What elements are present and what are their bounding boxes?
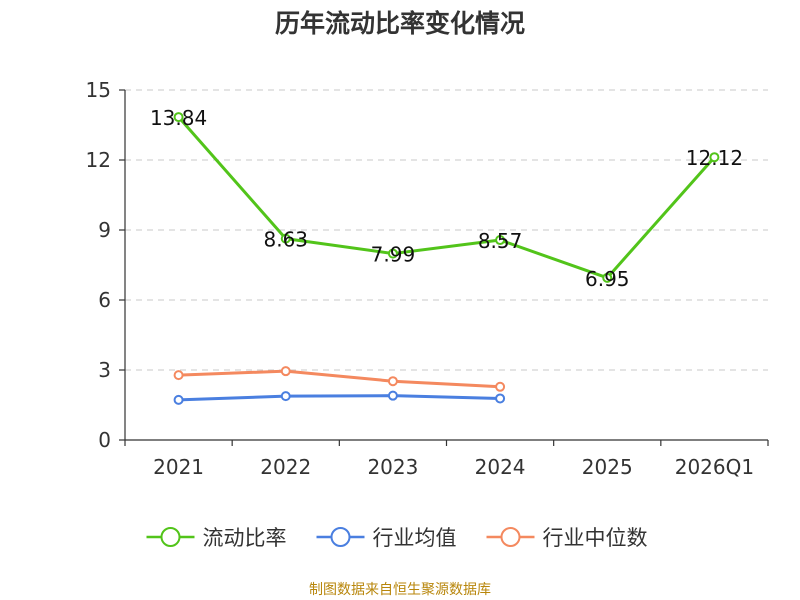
y-tick-label: 0 (98, 428, 111, 452)
legend-label: 行业中位数 (543, 526, 648, 550)
series-line (177, 394, 502, 402)
legend-swatch-marker (160, 527, 181, 547)
data-point (280, 366, 291, 377)
data-point (709, 152, 720, 163)
y-tick-label: 12 (86, 148, 111, 172)
data-label: 13.84 (150, 106, 207, 130)
data-point (173, 370, 184, 381)
data-point (495, 235, 506, 246)
data-point (280, 233, 291, 244)
legend: 流动比率 行业均值 行业中位数 (146, 526, 648, 550)
data-point (495, 381, 506, 392)
x-tick-label: 2023 (367, 455, 418, 479)
data-label: 6.95 (585, 267, 630, 291)
plot-area (173, 112, 720, 405)
data-point (387, 248, 398, 259)
data-label: 12.12 (686, 146, 743, 170)
data-point (173, 112, 184, 123)
legend-item: 流动比率 (146, 526, 287, 550)
x-tick-label: 2026Q1 (675, 455, 754, 479)
legend-item: 行业中位数 (486, 526, 648, 550)
x-tick-label: 2025 (582, 455, 633, 479)
y-tick-label: 9 (98, 218, 111, 242)
grid (125, 89, 768, 371)
legend-label: 行业均值 (373, 526, 457, 550)
y-tick-label: 15 (86, 78, 111, 102)
chart-title: 历年流动比率变化情况 (275, 9, 525, 38)
y-tick-label: 6 (98, 288, 111, 312)
data-label: 8.57 (478, 229, 523, 253)
axes: 0 3 6 9 12 15 2021 2022 2023 2024 2025 2026Q1 (86, 78, 769, 479)
series-line (177, 369, 502, 389)
x-tick-label: 2022 (260, 455, 311, 479)
data-point (387, 376, 398, 387)
y-tick-label: 3 (98, 358, 111, 382)
legend-swatch-marker (500, 527, 521, 547)
source-note: 制图数据来自恒生聚源数据库 (309, 582, 491, 598)
data-point (495, 393, 506, 404)
data-point (602, 272, 613, 283)
legend-swatch-marker (330, 527, 351, 547)
data-label: 7.99 (371, 243, 416, 267)
x-tick-label: 2021 (153, 455, 204, 479)
data-labels: 13.84 8.63 7.99 8.57 6.95 12.12 (150, 106, 743, 291)
data-label: 8.63 (263, 228, 308, 252)
series-line (177, 115, 716, 280)
data-point (280, 391, 291, 402)
data-point (173, 394, 184, 405)
legend-item: 行业均值 (316, 526, 457, 550)
x-tick-label: 2024 (475, 455, 526, 479)
data-point (387, 390, 398, 401)
legend-label: 流动比率 (203, 526, 287, 550)
